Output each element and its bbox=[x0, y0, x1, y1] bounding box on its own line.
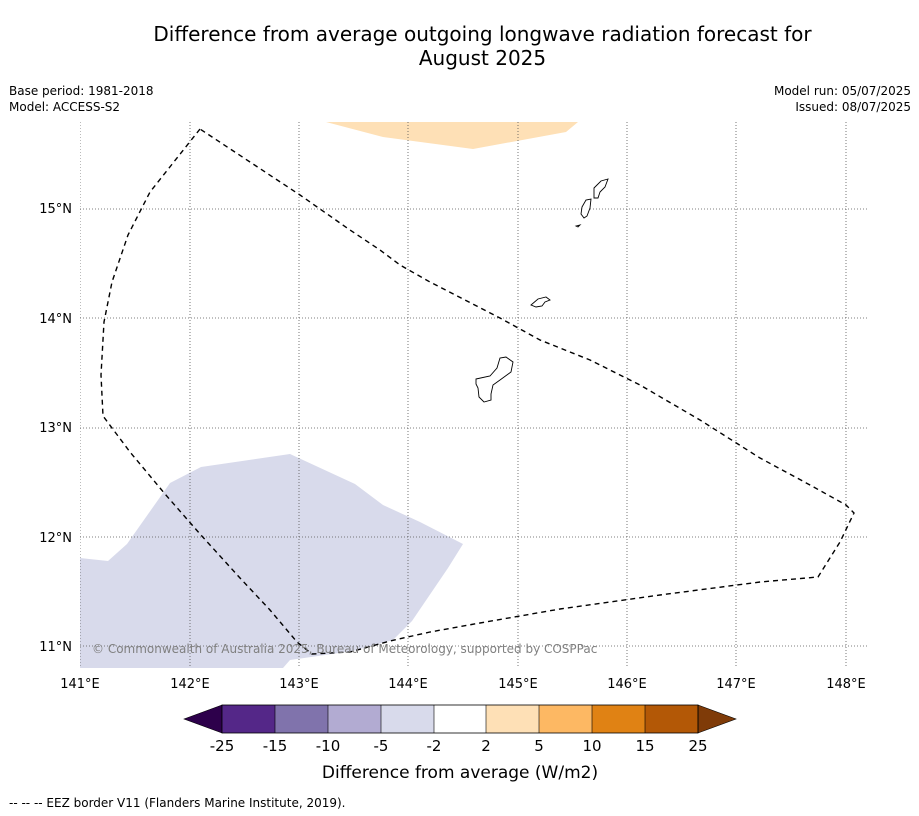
meta-right: Model run: 05/07/2025 Issued: 08/07/2025 bbox=[774, 83, 911, 115]
lat-label: 12°N bbox=[39, 531, 72, 546]
colorbar-tick-label: -10 bbox=[316, 737, 341, 755]
lon-label: 144°E bbox=[388, 677, 428, 692]
anomaly-region-negative bbox=[80, 454, 463, 668]
meta-left: Base period: 1981-2018 Model: ACCESS-S2 bbox=[9, 83, 154, 115]
island-guam bbox=[475, 356, 514, 403]
lon-labels: 141°E 142°E 143°E 144°E 145°E 146°E 147°… bbox=[60, 677, 866, 692]
issued-date: Issued: 08/07/2025 bbox=[795, 100, 911, 114]
colorbar-tick-label: 15 bbox=[635, 737, 654, 755]
base-period: Base period: 1981-2018 bbox=[9, 84, 154, 98]
eez-legend-footnote: -- -- -- EEZ border V11 (Flanders Marine… bbox=[9, 796, 346, 810]
colorbar-bin bbox=[222, 705, 275, 733]
colorbar-tick-label: 10 bbox=[582, 737, 601, 755]
colorbar-bin bbox=[592, 705, 645, 733]
copyright-text: © Commonwealth of Australia 2025, Bureau… bbox=[92, 642, 597, 656]
colorbar-tick-label: 25 bbox=[688, 737, 707, 755]
eez-border bbox=[100, 128, 855, 655]
gridlines bbox=[80, 122, 868, 668]
colorbar-tick-label: -25 bbox=[210, 737, 235, 755]
lon-label: 145°E bbox=[498, 677, 538, 692]
lon-label: 143°E bbox=[279, 677, 319, 692]
anomaly-region-positive bbox=[326, 122, 578, 149]
colorbar-bin bbox=[328, 705, 381, 733]
colorbar-bin bbox=[645, 705, 698, 733]
colorbar-bin bbox=[381, 705, 434, 733]
colorbar-tick-label: -15 bbox=[263, 737, 288, 755]
colorbar-bin bbox=[275, 705, 328, 733]
lon-label: 142°E bbox=[170, 677, 210, 692]
colorbar-under-triangle bbox=[183, 704, 223, 734]
lat-label: 11°N bbox=[39, 640, 72, 655]
map-title-line-2: August 2025 bbox=[418, 46, 547, 70]
colorbar-tick-label: 5 bbox=[534, 737, 544, 755]
map-title: Difference from average outgoing longwav… bbox=[60, 22, 905, 70]
island-tinian bbox=[580, 198, 592, 219]
island-aguijan bbox=[574, 224, 582, 228]
lat-label: 13°N bbox=[39, 421, 72, 436]
island-saipan bbox=[593, 178, 609, 199]
colorbar-tick-label: 2 bbox=[481, 737, 491, 755]
lat-label: 14°N bbox=[39, 312, 72, 327]
colorbar-tick-label: -5 bbox=[374, 737, 389, 755]
lon-label: 148°E bbox=[826, 677, 866, 692]
lon-label: 147°E bbox=[716, 677, 756, 692]
colorbar: -25 -15 -10 -5 -2 2 5 10 15 25 Differenc… bbox=[183, 704, 737, 783]
colorbar-ticks: -25 -15 -10 -5 -2 2 5 10 15 25 bbox=[210, 737, 708, 755]
colorbar-tick-label: -2 bbox=[427, 737, 442, 755]
colorbar-bin bbox=[539, 705, 592, 733]
lat-label: 15°N bbox=[39, 202, 72, 217]
colorbar-title: Difference from average (W/m2) bbox=[322, 763, 598, 783]
model-run: Model run: 05/07/2025 bbox=[773, 84, 911, 98]
lat-labels: 15°N 14°N 13°N 12°N 11°N bbox=[39, 202, 72, 655]
island-rota bbox=[530, 296, 551, 308]
colorbar-bin bbox=[486, 705, 539, 733]
colorbar-over-triangle bbox=[697, 704, 737, 734]
model-name: Model: ACCESS-S2 bbox=[9, 100, 121, 114]
islands bbox=[475, 178, 609, 403]
lon-label: 146°E bbox=[607, 677, 647, 692]
map-area bbox=[80, 122, 868, 668]
colorbar-bin bbox=[434, 705, 486, 733]
lon-label: 141°E bbox=[60, 677, 100, 692]
map-title-line-1: Difference from average outgoing longwav… bbox=[153, 22, 812, 46]
